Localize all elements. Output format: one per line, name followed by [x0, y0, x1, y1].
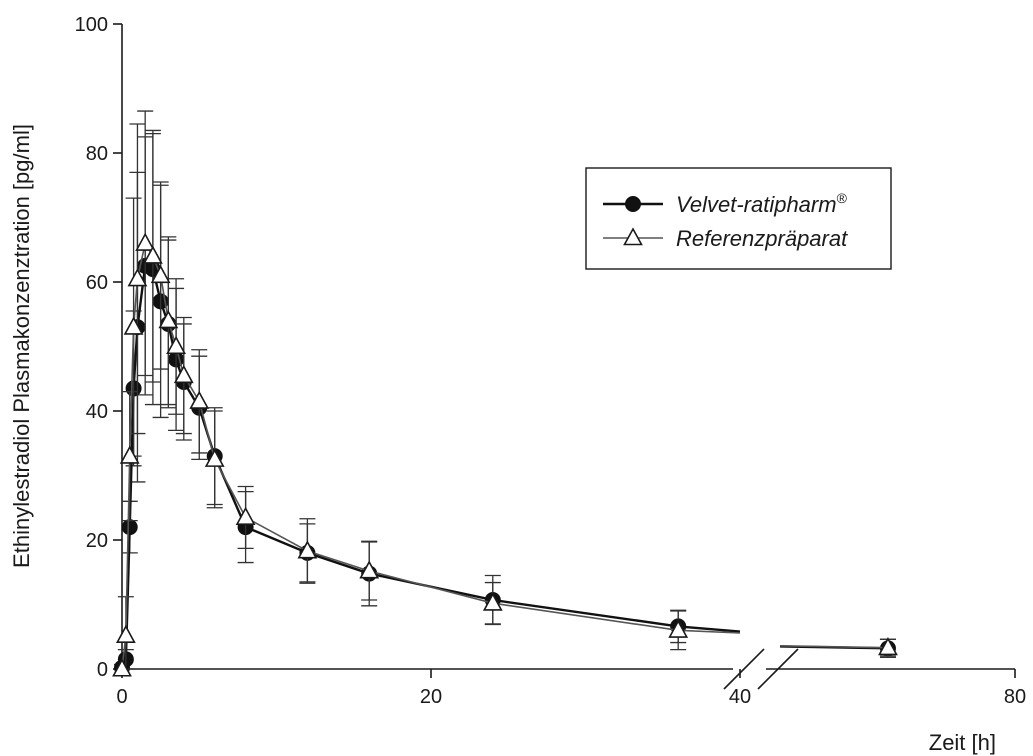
legend: Velvet-ratipharm® Referenzpräparat: [585, 167, 892, 270]
legend-box: [585, 167, 892, 270]
data-point-referenz: [204, 448, 225, 467]
legend-marker-velvet: [625, 196, 641, 212]
y-axis-title: Ethinylestradiol Plasmakonzenztration [p…: [9, 124, 34, 568]
axis-break-mark-right: [757, 648, 799, 690]
data-point-referenz: [135, 232, 156, 251]
legend-label-velvet: Velvet-ratipharm®: [676, 190, 848, 217]
x-axis-ticks: 0 20 40 80: [116, 669, 1026, 708]
y-tick-label: 20: [86, 530, 108, 552]
x-tick-label: 80: [1004, 686, 1026, 708]
y-axis-ticks: 0 20 40 60 80 100: [75, 14, 122, 681]
legend-label-referenz: Referenzpräparat: [676, 226, 848, 251]
axis-break-mark-left: [723, 648, 765, 690]
y-tick-label: 0: [97, 659, 108, 681]
data-point-referenz: [127, 268, 148, 287]
legend-marker-referenz: [623, 227, 643, 246]
data-point-referenz: [123, 316, 144, 335]
y-tick-label: 80: [86, 143, 108, 165]
data-point-referenz: [482, 592, 503, 611]
y-tick-label: 40: [86, 401, 108, 423]
x-tick-label: 20: [420, 686, 442, 708]
data-point-referenz: [359, 560, 380, 579]
data-point-referenz: [143, 245, 163, 264]
x-tick-label: 0: [116, 686, 127, 708]
series-line-continued: [779, 644, 888, 649]
data-point-velvet: [121, 519, 138, 536]
data-point-referenz: [668, 619, 689, 638]
y-tick-label: 60: [86, 272, 108, 294]
series-referenz: [112, 110, 898, 677]
data-point-referenz: [115, 624, 136, 644]
data-point-referenz: [235, 506, 256, 525]
data-point-referenz: [158, 310, 179, 329]
data-point-referenz: [173, 364, 194, 384]
x-tick-label: 40: [729, 686, 751, 708]
registered-mark: ®: [837, 190, 848, 206]
legend-label-velvet-name: Velvet-ratipharm: [676, 192, 837, 217]
x-axis-title: Zeit [h]: [929, 730, 996, 755]
data-point-referenz: [878, 637, 898, 656]
data-point-referenz: [297, 540, 318, 559]
y-tick-label: 100: [75, 14, 108, 36]
axes: [121, 24, 1015, 690]
data-point-referenz: [189, 390, 210, 409]
data-point-referenz: [150, 264, 171, 284]
data-point-referenz: [119, 445, 140, 464]
series-layer: [112, 110, 898, 677]
data-point-referenz: [112, 658, 132, 677]
data-point-referenz: [166, 335, 186, 355]
